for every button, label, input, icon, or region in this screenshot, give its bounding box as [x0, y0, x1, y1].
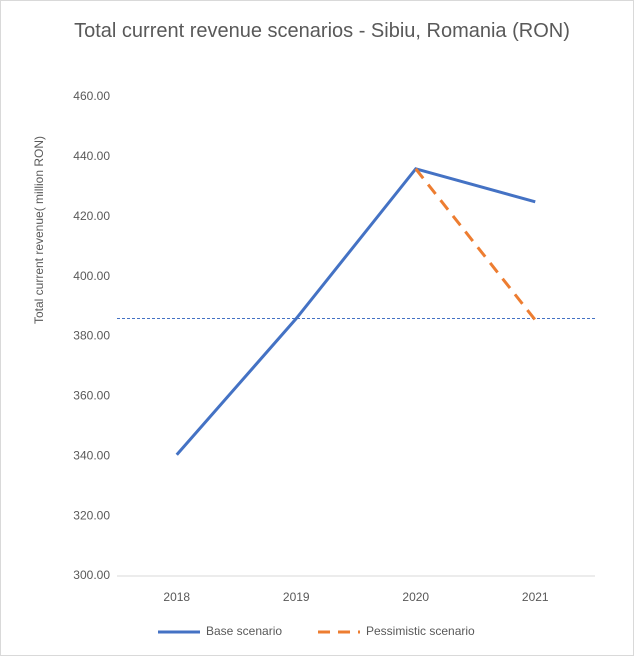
series-line [175, 167, 536, 456]
legend-label: Base scenario [206, 624, 282, 638]
series-line [414, 167, 537, 321]
y-tick-label: 420.00 [73, 209, 110, 223]
y-tick-label: 400.00 [73, 269, 110, 283]
y-tick-label: 380.00 [73, 329, 110, 343]
x-tick-label: 2020 [402, 590, 429, 604]
legend-label: Pessimistic scenario [366, 624, 475, 638]
x-tick-label: 2021 [522, 590, 549, 604]
y-axis-label: Total current revenue( million RON) [32, 136, 46, 324]
title-box: Total current revenue scenarios - Sibiu,… [74, 20, 570, 42]
chart-title: Total current revenue scenarios - Sibiu,… [74, 20, 570, 42]
x-tick-label: 2019 [283, 590, 310, 604]
y-tick-label: 340.00 [73, 448, 110, 462]
y-tick-label: 300.00 [73, 568, 110, 582]
y-tick-label: 440.00 [73, 149, 110, 163]
y-tick-label: 320.00 [73, 508, 110, 522]
y-tick-label: 460.00 [73, 89, 110, 103]
x-tick-label: 2018 [163, 590, 190, 604]
y-tick-label: 360.00 [73, 389, 110, 403]
